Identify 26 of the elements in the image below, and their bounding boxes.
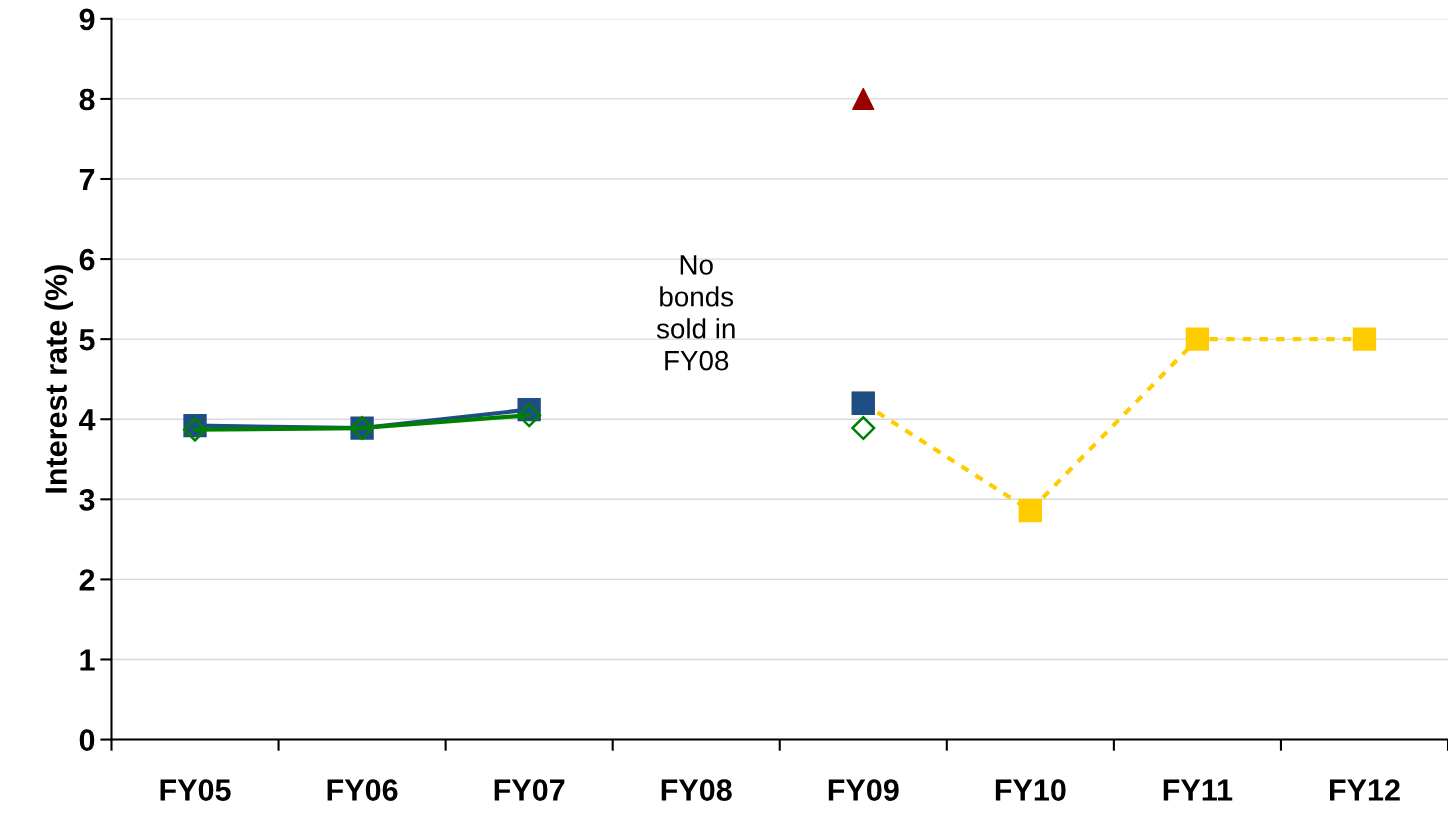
- y-tick-label: 8: [79, 88, 95, 111]
- y-tick-label: 3: [79, 489, 95, 511]
- point: [1352, 327, 1377, 351]
- point: [517, 403, 542, 428]
- point: [1018, 498, 1043, 523]
- y-tick-label: 5: [79, 329, 95, 351]
- point: [852, 87, 875, 111]
- y-tick-label: 4: [79, 409, 96, 431]
- x-tick-label: FY10: [995, 779, 1066, 801]
- y-tick-label: 0: [79, 729, 95, 751]
- y-tick-label: 7: [79, 169, 95, 191]
- x-tick-label: FY09: [828, 779, 899, 801]
- x-tick-label: FY07: [494, 779, 565, 801]
- x-tick-label: FY11: [1163, 779, 1233, 801]
- x-tick-label: FY05: [160, 779, 231, 801]
- point: [851, 415, 876, 441]
- annotation: No bonds sold in FY08: [656, 255, 735, 371]
- y-axis-title: Interest rate (%): [44, 265, 73, 493]
- y-tick-label: 9: [79, 8, 95, 31]
- point: [1185, 327, 1210, 351]
- y-tick-label: 2: [79, 569, 95, 591]
- x-tick-label: FY12: [1330, 779, 1400, 801]
- y-tick-label: 6: [79, 248, 95, 271]
- x-tick-label: FY06: [327, 779, 398, 801]
- x-tick-label: FY08: [661, 779, 732, 801]
- y-tick-label: 1: [80, 649, 95, 671]
